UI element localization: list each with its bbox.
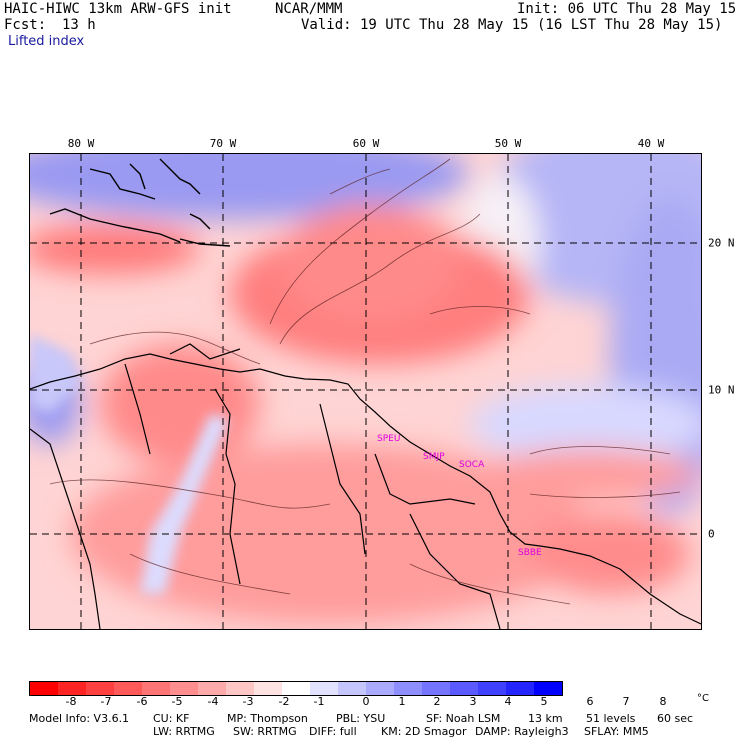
footer-cu: CU: KF xyxy=(153,712,190,725)
colorbar-tick: 6 xyxy=(586,695,594,708)
colorbar-segment xyxy=(282,682,310,695)
colorbar-segment xyxy=(198,682,226,695)
colorbar-tick: -1 xyxy=(313,695,325,708)
colorbar-segment xyxy=(142,682,170,695)
station-sbbe: SBBE xyxy=(518,548,542,558)
lon-label-40w: 40 W xyxy=(637,137,665,150)
colorbar-segment xyxy=(534,682,562,695)
colorbar xyxy=(29,681,563,696)
colorbar-tick: -6 xyxy=(136,695,148,708)
colorbar-tick: -2 xyxy=(278,695,290,708)
footer-timestep: 60 sec xyxy=(657,712,694,725)
fcst-value: 13 h xyxy=(62,17,96,33)
footer-km: KM: 2D Smagor xyxy=(381,725,467,738)
colorbar-segment xyxy=(170,682,198,695)
lon-label-70w: 70 W xyxy=(209,137,237,150)
colorbar-tick: 2 xyxy=(433,695,441,708)
colorbar-tick: 4 xyxy=(504,695,512,708)
colorbar-segment xyxy=(226,682,254,695)
colorbar-segment xyxy=(506,682,534,695)
colorbar-tick: 5 xyxy=(540,695,548,708)
footer-mp: MP: Thompson xyxy=(227,712,308,725)
footer-sw: SW: RRTMG xyxy=(233,725,297,738)
colorbar-segment xyxy=(114,682,142,695)
footer-levels: 51 levels xyxy=(586,712,636,725)
field-name: Lifted index xyxy=(8,34,85,49)
colorbar-tick: 0 xyxy=(362,695,370,708)
fcst-label: Fcst: xyxy=(4,17,47,33)
colorbar-tick: 1 xyxy=(398,695,406,708)
footer-resolution: 13 km xyxy=(528,712,563,725)
colorbar-tick: -8 xyxy=(65,695,77,708)
footer-diff: DIFF: full xyxy=(309,725,357,738)
colorbar-segment xyxy=(394,682,422,695)
colorbar-segment xyxy=(254,682,282,695)
footer-lw: LW: RRTMG xyxy=(153,725,215,738)
colorbar-segment xyxy=(310,682,338,695)
colorbar-tick: -5 xyxy=(171,695,183,708)
init-time: Init: 06 UTC Thu 28 May 15 xyxy=(517,1,737,17)
lon-label-80w: 80 W xyxy=(67,137,95,150)
lon-label-60w: 60 W xyxy=(352,137,380,150)
lat-label-equator: 0 xyxy=(708,527,715,541)
colorbar-unit: °C xyxy=(697,693,709,704)
colorbar-segment xyxy=(366,682,394,695)
colorbar-tick: -7 xyxy=(100,695,112,708)
colorbar-segment xyxy=(422,682,450,695)
station-speu: SPEU xyxy=(377,434,401,444)
colorbar-segment xyxy=(86,682,114,695)
lifted-index-map: SPEU SMJP SOCA SBBE xyxy=(29,153,702,630)
lat-label-20n: 20 N xyxy=(708,236,735,250)
station-smjp: SMJP xyxy=(423,452,445,462)
colorbar-tick: 3 xyxy=(469,695,477,708)
footer-model-version: Model Info: V3.6.1 xyxy=(29,712,130,725)
footer-sflay: SFLAY: MM5 xyxy=(584,725,649,738)
model-title: HAIC-HIWC 13km ARW-GFS init xyxy=(4,1,232,17)
colorbar-segment xyxy=(478,682,506,695)
colorbar-segment xyxy=(338,682,366,695)
lon-label-50w: 50 W xyxy=(494,137,522,150)
colorbar-tick: 7 xyxy=(622,695,630,708)
org-label: NCAR/MMM xyxy=(275,1,343,17)
colorbar-tick: -3 xyxy=(242,695,254,708)
valid-time: Valid: 19 UTC Thu 28 May 15 (16 LST Thu … xyxy=(301,17,723,33)
station-soca: SOCA xyxy=(459,460,485,470)
map-field-svg xyxy=(30,154,701,629)
colorbar-segment xyxy=(450,682,478,695)
colorbar-tick: 8 xyxy=(659,695,667,708)
footer-pbl: PBL: YSU xyxy=(336,712,386,725)
colorbar-tick: -4 xyxy=(207,695,219,708)
footer-damp: DAMP: Rayleigh3 xyxy=(475,725,569,738)
colorbar-segment xyxy=(58,682,86,695)
footer-sf: SF: Noah LSM xyxy=(426,712,501,725)
colorbar-segment xyxy=(30,682,58,695)
lat-label-10n: 10 N xyxy=(708,383,735,397)
